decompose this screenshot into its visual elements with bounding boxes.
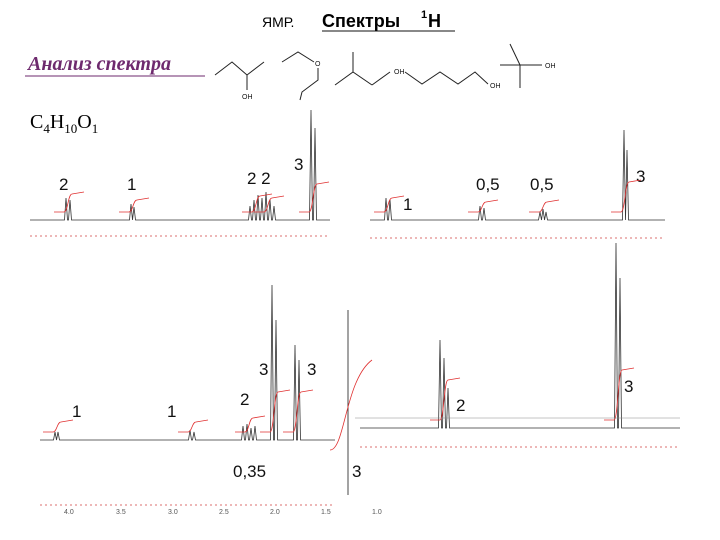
peak-label: 2 xyxy=(59,175,68,194)
integral-curve xyxy=(529,199,560,213)
count: 1 xyxy=(92,121,99,136)
axis-label: 2.5 xyxy=(219,509,229,516)
integral-curve xyxy=(329,359,373,451)
axis-label: 3.0 xyxy=(168,509,178,516)
spectrum xyxy=(370,129,665,221)
peak-label: 3 xyxy=(624,377,633,396)
bond xyxy=(299,68,319,101)
peak-label: 1 xyxy=(72,402,81,421)
integral-curve xyxy=(468,199,499,213)
peak-label: 3 xyxy=(294,155,303,174)
axis: 4.0 3.5 3.0 2.5 2.0 1.5 1.0 xyxy=(64,509,382,516)
integral-curve xyxy=(178,419,209,433)
subtitle: Анализ спектра xyxy=(26,53,171,75)
structure-label: OH xyxy=(490,83,501,90)
peak-label: 3 xyxy=(636,167,645,186)
structure-label: OH xyxy=(545,63,556,70)
axis-label: 3.5 xyxy=(116,509,126,516)
peak-label: 0,35 xyxy=(233,462,266,481)
axis-label: 1.0 xyxy=(372,509,382,516)
integral-curve xyxy=(119,197,150,213)
formula: C4H10O1 xyxy=(30,111,98,136)
structure-label: OH xyxy=(242,94,253,101)
el: C xyxy=(30,111,43,133)
bond xyxy=(404,71,489,85)
spectrum xyxy=(40,284,335,441)
structures xyxy=(214,43,542,101)
structure-label: O xyxy=(315,61,321,68)
peak-label: 2 2 xyxy=(247,169,271,188)
axis-label: 2.0 xyxy=(270,509,280,516)
peak-label: 1 xyxy=(167,402,176,421)
bond xyxy=(281,51,315,63)
integral-curve xyxy=(430,377,461,421)
title-sup: 1 xyxy=(421,9,427,21)
bond xyxy=(214,61,265,76)
integral-curve xyxy=(242,193,273,213)
peak-label: 3 xyxy=(259,360,268,379)
spectrum xyxy=(360,242,680,429)
bond xyxy=(334,71,373,86)
peak-label: 0,5 xyxy=(476,175,500,194)
peak-label: 2 xyxy=(240,390,249,409)
peak-label: 3 xyxy=(352,462,361,481)
peak-label: 2 xyxy=(456,396,465,415)
peak-label: 1 xyxy=(403,195,412,214)
peak-label: 0,5 xyxy=(530,175,554,194)
integral-curve xyxy=(43,419,74,433)
count: 10 xyxy=(64,121,77,136)
integral-curve xyxy=(611,179,642,213)
title-prefix: ЯМР. xyxy=(262,14,294,30)
title-nucleus: H xyxy=(428,11,441,31)
integral-curve xyxy=(374,195,405,213)
axis-label: 1.5 xyxy=(321,509,331,516)
peak-labels: 2 1 2 2 3 1 0,5 0,5 3 3 3 1 1 2 0,35 3 3… xyxy=(59,155,645,481)
axis-label: 4.0 xyxy=(64,509,74,516)
bond xyxy=(371,71,391,86)
peak-label: 1 xyxy=(127,175,136,194)
el: H xyxy=(50,111,64,133)
integral-curve xyxy=(299,181,330,213)
integral-curve xyxy=(235,415,266,433)
integral-curve xyxy=(260,389,291,433)
integral-curve xyxy=(283,389,314,433)
el: O xyxy=(77,111,91,133)
formula-text: C4H10O1 xyxy=(30,111,98,136)
spectrum xyxy=(30,109,330,221)
integral-curve xyxy=(254,195,285,213)
bond xyxy=(509,43,521,66)
structure-label: OH xyxy=(394,69,405,76)
integral-curve xyxy=(604,367,635,421)
peak-label: 3 xyxy=(307,360,316,379)
integral-curve xyxy=(54,191,85,213)
count: 4 xyxy=(43,121,50,136)
title: Спектры xyxy=(322,11,400,31)
